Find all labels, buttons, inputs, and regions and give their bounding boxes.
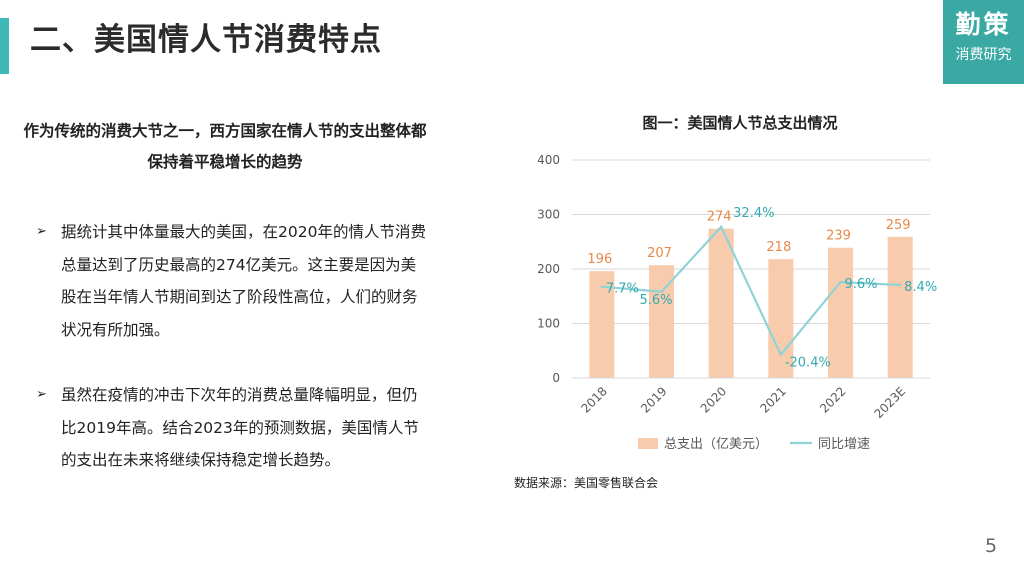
x-tick-label: 2018 — [578, 384, 609, 415]
arrow-bullet-icon: ➢ — [36, 224, 47, 239]
legend-label-bar: 总支出（亿美元） — [664, 437, 768, 452]
bar-value-label: 207 — [647, 246, 672, 261]
bullet-point-2: ➢ 虽然在疫情的冲击下次年的消费总量降幅明显，但仍比2019年高。结合2023年… — [36, 379, 426, 477]
brand-logo: 勤策 消费研究 — [943, 0, 1024, 84]
page-number: 5 — [985, 535, 998, 557]
growth-value-label: 32.4% — [733, 206, 774, 221]
title-accent-bar — [0, 18, 9, 74]
page-title: 二、美国情人节消费特点 — [30, 22, 382, 58]
logo-sub-text: 消费研究 — [955, 47, 1012, 63]
growth-point — [719, 225, 723, 229]
bar — [768, 259, 794, 378]
bar-value-label: 239 — [826, 229, 851, 244]
bullet-text: 据统计其中体量最大的美国，在2020年的情人节消费总量达到了历史最高的274亿美… — [61, 223, 426, 339]
x-tick-label: 2020 — [698, 384, 729, 415]
chart-title: 图一：美国情人节总支出情况 — [642, 114, 838, 132]
lead-statement: 作为传统的消费大节之一，西方国家在情人节的支出整体都保持着平稳增长的趋势 — [23, 122, 427, 171]
bar — [708, 228, 734, 378]
y-tick-label: 300 — [537, 208, 560, 222]
bar-value-label: 274 — [707, 210, 732, 225]
y-tick-label: 0 — [552, 371, 560, 385]
x-tick-label: 2021 — [757, 384, 788, 415]
legend-swatch-bar — [638, 438, 658, 449]
growth-value-label: 9.6% — [845, 277, 878, 292]
growth-point — [660, 290, 663, 293]
x-tick-label: 2022 — [817, 384, 848, 415]
y-tick-label: 400 — [537, 153, 560, 167]
y-tick-label: 100 — [537, 317, 560, 331]
x-tick-label: 2019 — [638, 384, 669, 415]
growth-point — [839, 280, 842, 284]
growth-point — [898, 283, 902, 287]
bar-value-label: 259 — [886, 218, 911, 233]
bar — [887, 236, 913, 378]
growth-value-label: 5.6% — [640, 293, 673, 308]
spending-chart: 0 100 200 300 400 196 207 274 218 239 259 7.7%5.6% 3… — [537, 153, 937, 452]
bar-value-label: 196 — [587, 252, 612, 267]
y-tick-label: 200 — [537, 262, 560, 276]
logo-main-text: 勤策 — [955, 10, 1012, 39]
data-source: 数据来源：美国零售联合会 — [514, 476, 659, 490]
growth-value-label: -20.4% — [785, 356, 831, 371]
growth-value-label: 7.7% — [606, 282, 639, 297]
bullet-text: 虽然在疫情的冲击下次年的消费总量降幅明显，但仍比2019年高。结合2023年的预… — [61, 386, 419, 469]
bar — [589, 271, 615, 378]
growth-point — [779, 353, 783, 356]
growth-line — [601, 224, 901, 357]
bullet-point-1: ➢ 据统计其中体量最大的美国，在2020年的情人节消费总量达到了历史最高的274… — [36, 216, 426, 346]
growth-point — [600, 285, 604, 288]
bar — [827, 247, 854, 378]
bar-value-label: 218 — [766, 240, 791, 255]
legend-label-line: 同比增速 — [818, 437, 870, 452]
x-tick-label: 2023E — [871, 384, 908, 421]
arrow-bullet-icon: ➢ — [36, 387, 47, 402]
growth-value-label: 8.4% — [904, 280, 937, 295]
